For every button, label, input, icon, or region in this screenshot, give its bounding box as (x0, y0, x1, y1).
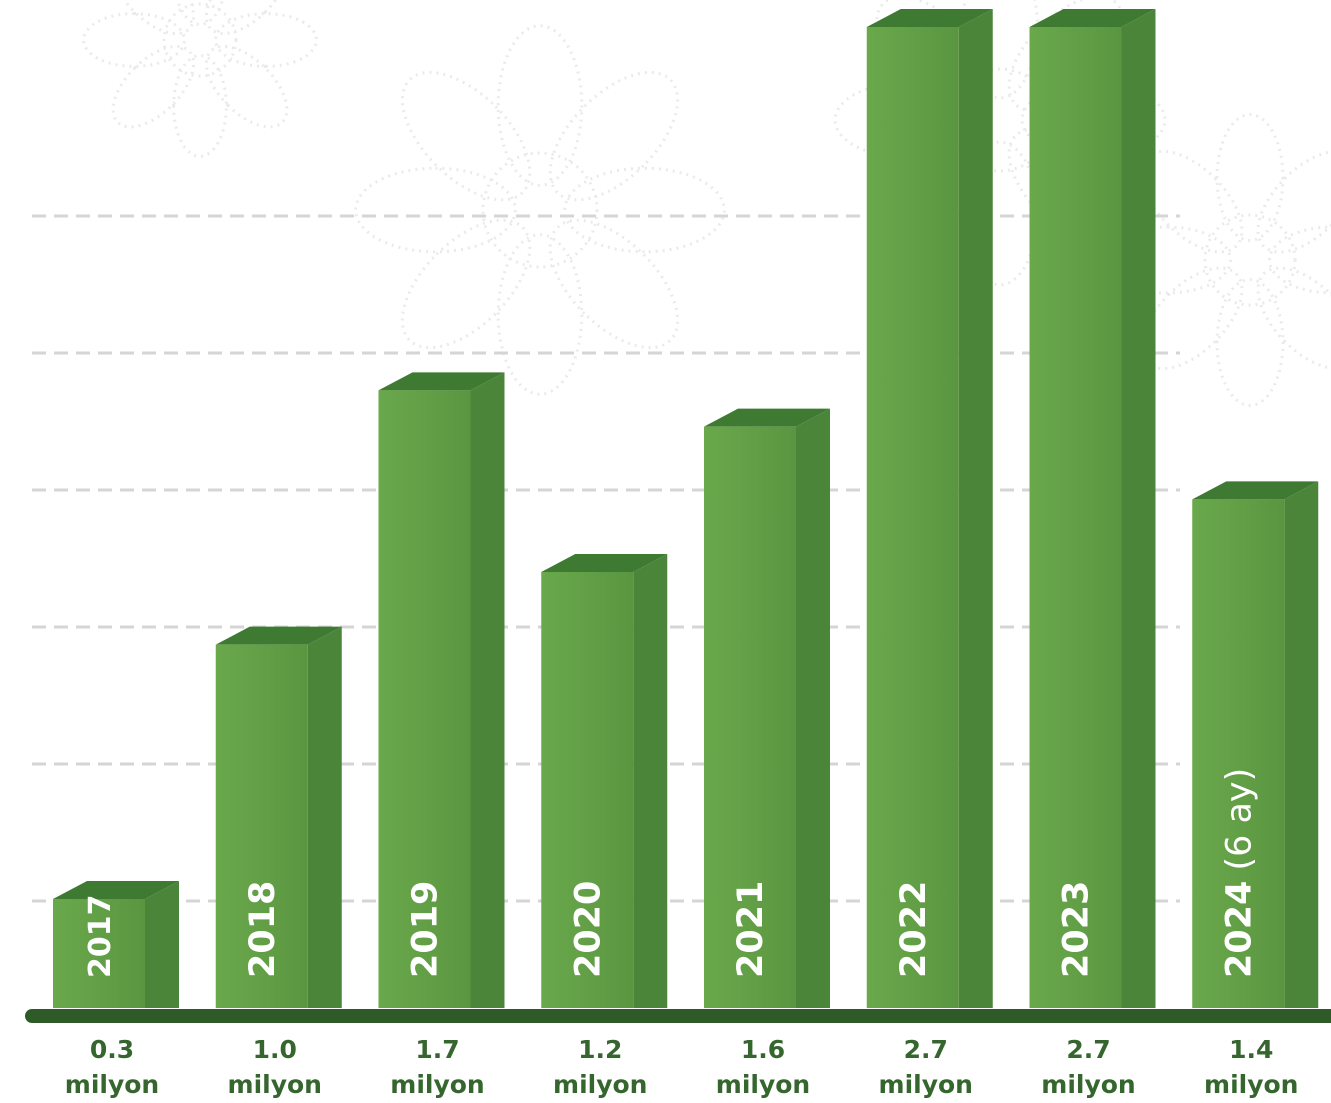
value-label: 2.7 (904, 1035, 948, 1064)
bar-front-face (866, 27, 959, 1008)
bar-year-label: 2017 (83, 895, 118, 979)
value-label: 1.6 (741, 1035, 785, 1064)
bar-year-label: 2024 (6 ay) (1219, 768, 1259, 978)
year-text: 2022 (894, 881, 934, 978)
bar-side-face (633, 554, 668, 1008)
value-label: 1.4 (1229, 1035, 1273, 1064)
bar-side-face (1121, 9, 1156, 1008)
bar-year-label: 2022 (894, 881, 934, 978)
value-label: 0.3 (90, 1035, 134, 1064)
bar-year-label: 2020 (568, 881, 608, 978)
bars-group: 2017 2018 2019 2020 2021 2022 2023 2024 (6 ay) (53, 9, 1319, 1009)
year-text: 2018 (243, 881, 283, 978)
bar-front-face (53, 899, 145, 1008)
bar-side-face (470, 372, 505, 1008)
value-label: 1.0 (253, 1035, 297, 1064)
unit-label: milyon (1204, 1070, 1298, 1099)
bar-2022: 2022 (866, 9, 993, 1008)
value-label: 1.7 (415, 1035, 459, 1064)
bar-top-face (215, 626, 342, 645)
value-label: 2.7 (1066, 1035, 1110, 1064)
bar-2018: 2018 (215, 626, 342, 1008)
unit-label: milyon (553, 1070, 647, 1099)
unit-label: milyon (1041, 1070, 1135, 1099)
bar-top-face (53, 881, 179, 899)
bar-front-face (215, 644, 308, 1008)
bar-top-face (1192, 481, 1319, 500)
year-text: 2017 (83, 895, 118, 979)
bar-2024: 2024 (6 ay) (1192, 481, 1319, 1008)
bar-2020: 2020 (541, 554, 668, 1008)
bar-2017: 2017 (53, 881, 179, 1008)
unit-label: milyon (716, 1070, 810, 1099)
ornament-flower (82, 0, 318, 158)
unit-label: milyon (879, 1070, 973, 1099)
bar-top-face (1029, 9, 1156, 27)
bar-front-face (1192, 499, 1285, 1008)
ornament-flower (354, 24, 726, 396)
bar-2023: 2023 (1029, 9, 1156, 1008)
bar-top-face (866, 9, 993, 27)
year-text: 2020 (568, 881, 608, 978)
value-label: 1.2 (578, 1035, 622, 1064)
year-text: 2024 (1219, 881, 1259, 978)
bar-top-face (541, 554, 668, 572)
year-text: 2021 (731, 881, 771, 978)
bar-year-label: 2018 (243, 881, 283, 978)
bar-top-face (378, 372, 505, 391)
unit-label: milyon (65, 1070, 159, 1099)
bar-side-face (958, 9, 993, 1008)
bar-top-face (704, 408, 830, 427)
bar-front-face (1029, 27, 1122, 1008)
bar-year-label: 2023 (1057, 881, 1097, 978)
bar-side-face (145, 881, 179, 1008)
bar-side-face (796, 408, 830, 1009)
value-labels-group: 0.3 milyon 1.0 milyon 1.7 milyon 1.2 milyon 1.6 m… (65, 1035, 1299, 1099)
unit-label: milyon (390, 1070, 484, 1099)
bar-front-face (541, 572, 634, 1008)
year-text: 2023 (1057, 881, 1097, 978)
bar-year-label: 2019 (406, 881, 446, 978)
bar-2021: 2021 (704, 408, 830, 1009)
bar-front-face (378, 390, 471, 1008)
bar-2019: 2019 (378, 372, 505, 1008)
year-suffix: (6 ay) (1219, 768, 1259, 871)
bar-side-face (1284, 481, 1319, 1008)
unit-label: milyon (228, 1070, 322, 1099)
bar-year-label: 2021 (731, 881, 771, 978)
bar-front-face (704, 426, 796, 1009)
year-text: 2019 (406, 881, 446, 978)
bar-side-face (307, 626, 342, 1008)
